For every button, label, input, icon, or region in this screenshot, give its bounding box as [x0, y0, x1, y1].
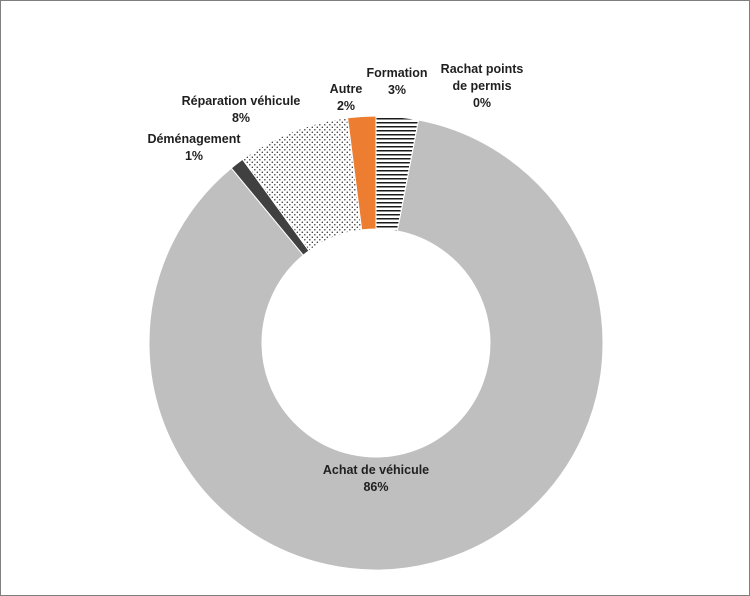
label-demenagement-name: Déménagement — [147, 132, 241, 146]
label-autre: Autre 2% — [330, 81, 363, 115]
label-autre-pct: 2% — [336, 99, 356, 113]
label-achat-de-vehicule-pct: 86% — [363, 480, 389, 494]
label-reparation-vehicule: Réparation véhicule 8% — [182, 93, 301, 127]
label-demenagement-pct: 1% — [184, 149, 204, 163]
donut-slice-achat-de-vehicule — [148, 119, 604, 571]
donut-slice-autre — [346, 115, 377, 231]
label-demenagement: Déménagement 1% — [147, 131, 240, 165]
label-autre-name: Autre — [329, 82, 363, 96]
label-reparation-vehicule-name: Réparation véhicule — [181, 94, 301, 108]
label-formation: Formation 3% — [366, 65, 427, 99]
label-achat-de-vehicule: Achat de véhicule 86% — [323, 462, 429, 496]
label-rachat-points-de-permis-pct: 0% — [472, 96, 492, 110]
label-achat-de-vehicule-name: Achat de véhicule — [322, 463, 430, 477]
label-formation-pct: 3% — [387, 83, 407, 97]
label-rachat-points-de-permis: Rachat points de permis 0% — [432, 61, 532, 112]
label-reparation-vehicule-pct: 8% — [231, 111, 251, 125]
label-rachat-points-de-permis-name: Rachat points de permis — [440, 62, 524, 93]
label-formation-name: Formation — [366, 66, 428, 80]
